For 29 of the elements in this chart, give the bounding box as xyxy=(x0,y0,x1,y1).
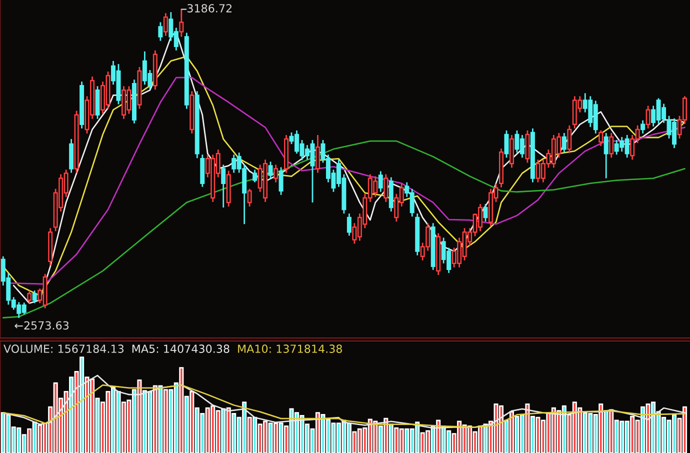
candlestick xyxy=(504,130,509,158)
candlestick xyxy=(274,164,278,184)
candlestick xyxy=(221,164,226,208)
candlestick xyxy=(163,12,168,36)
candlestick xyxy=(179,8,184,38)
candlestick xyxy=(27,290,32,304)
candlestick xyxy=(252,169,258,184)
candlestick xyxy=(278,166,284,196)
candlestick xyxy=(640,120,646,134)
candlestick xyxy=(609,132,614,158)
candlestick xyxy=(604,132,608,179)
text: MA5: 1407430.38 xyxy=(132,344,230,353)
candlestick xyxy=(315,134,320,174)
candlestick xyxy=(32,290,37,304)
candlestick xyxy=(483,203,488,222)
candlestick xyxy=(346,212,352,236)
candlestick xyxy=(158,22,163,42)
candlestick xyxy=(378,170,383,193)
text: MA10: 1371814.38 xyxy=(238,344,342,353)
candlestick xyxy=(247,188,252,208)
annotation: 3186.72 xyxy=(188,4,232,12)
candlestick xyxy=(384,174,388,203)
candlestick xyxy=(562,132,566,154)
candlestick xyxy=(646,105,650,130)
candlestick xyxy=(567,124,572,154)
chart-title: VOLUME: 1567184.13 xyxy=(4,344,124,353)
candlestick xyxy=(598,130,604,147)
text: ←2573.63 xyxy=(14,321,69,330)
candlestick xyxy=(268,160,273,180)
